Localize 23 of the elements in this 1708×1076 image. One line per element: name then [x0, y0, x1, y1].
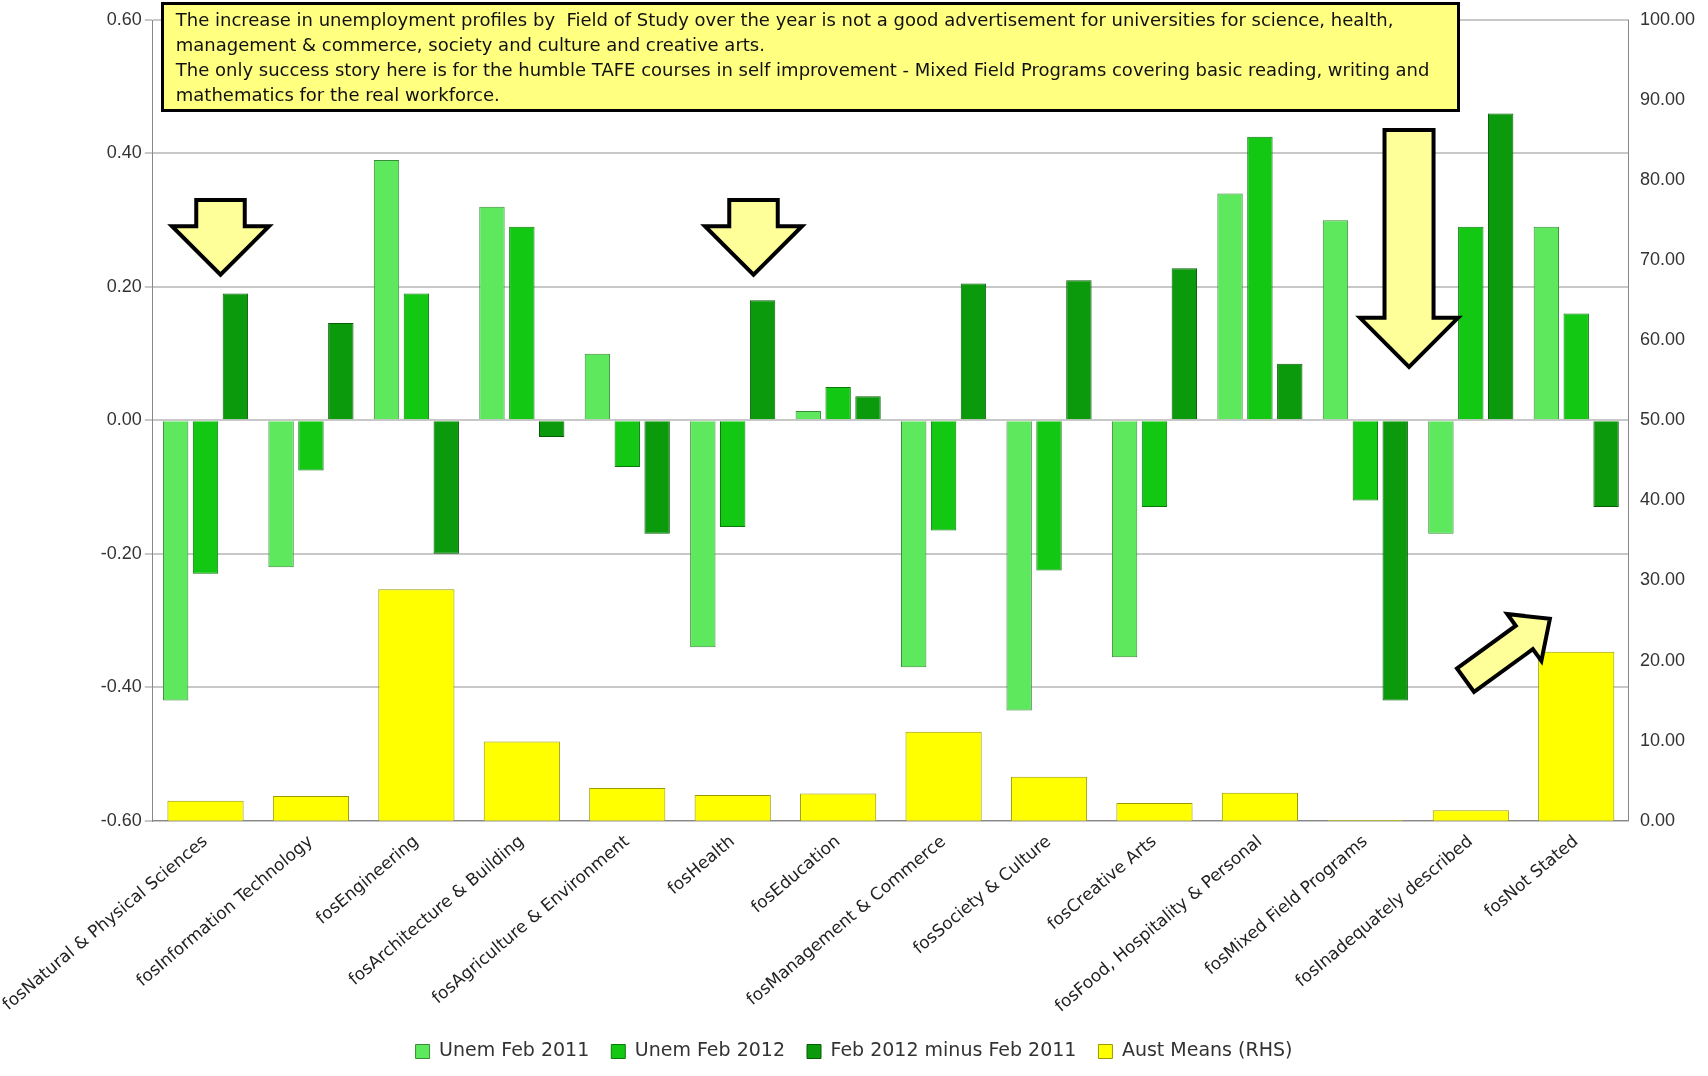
y-tick-label: -0.40 [100, 676, 142, 697]
y-tick-label: 0.20 [106, 275, 142, 296]
y2-tick-label: 80.00 [1639, 169, 1685, 190]
y-tick-label: 0.60 [106, 8, 142, 29]
legend-label: Aust Means (RHS) [1121, 1038, 1293, 1061]
y2-tick-label: 90.00 [1639, 89, 1685, 110]
y-tick-label: 0.00 [106, 409, 142, 430]
legend-label: Feb 2012 minus Feb 2011 [830, 1038, 1077, 1061]
y2-tick-label: 20.00 [1639, 649, 1685, 670]
legend-label: Unem Feb 2011 [439, 1038, 590, 1061]
y2-tick-label: 100.00 [1639, 8, 1696, 29]
legend-label: Unem Feb 2012 [634, 1038, 786, 1061]
y2-tick-label: 50.00 [1639, 409, 1685, 430]
y-tick-label: 0.40 [106, 142, 142, 163]
y-tick-label: -0.60 [100, 809, 142, 830]
y2-tick-label: 70.00 [1639, 249, 1685, 270]
y2-tick-label: 30.00 [1639, 569, 1685, 590]
y2-tick-label: 10.00 [1639, 729, 1685, 750]
text-box: The increase in unemployment profiles by Field of Study over the year is not a good advertisement for universities for science, health, management & commerce, society and culture and creative arts. The only success story here is for the humble TAFE courses in self improvement - Mixed Field Programs covering basic reading, writing and mathematics for the real workforce. [160, 2, 1460, 112]
y-tick-label: -0.20 [100, 542, 142, 563]
y2-tick-label: 40.00 [1639, 489, 1685, 510]
y2-tick-label: 60.00 [1639, 329, 1685, 350]
y2-tick-label: 0.00 [1639, 809, 1675, 830]
